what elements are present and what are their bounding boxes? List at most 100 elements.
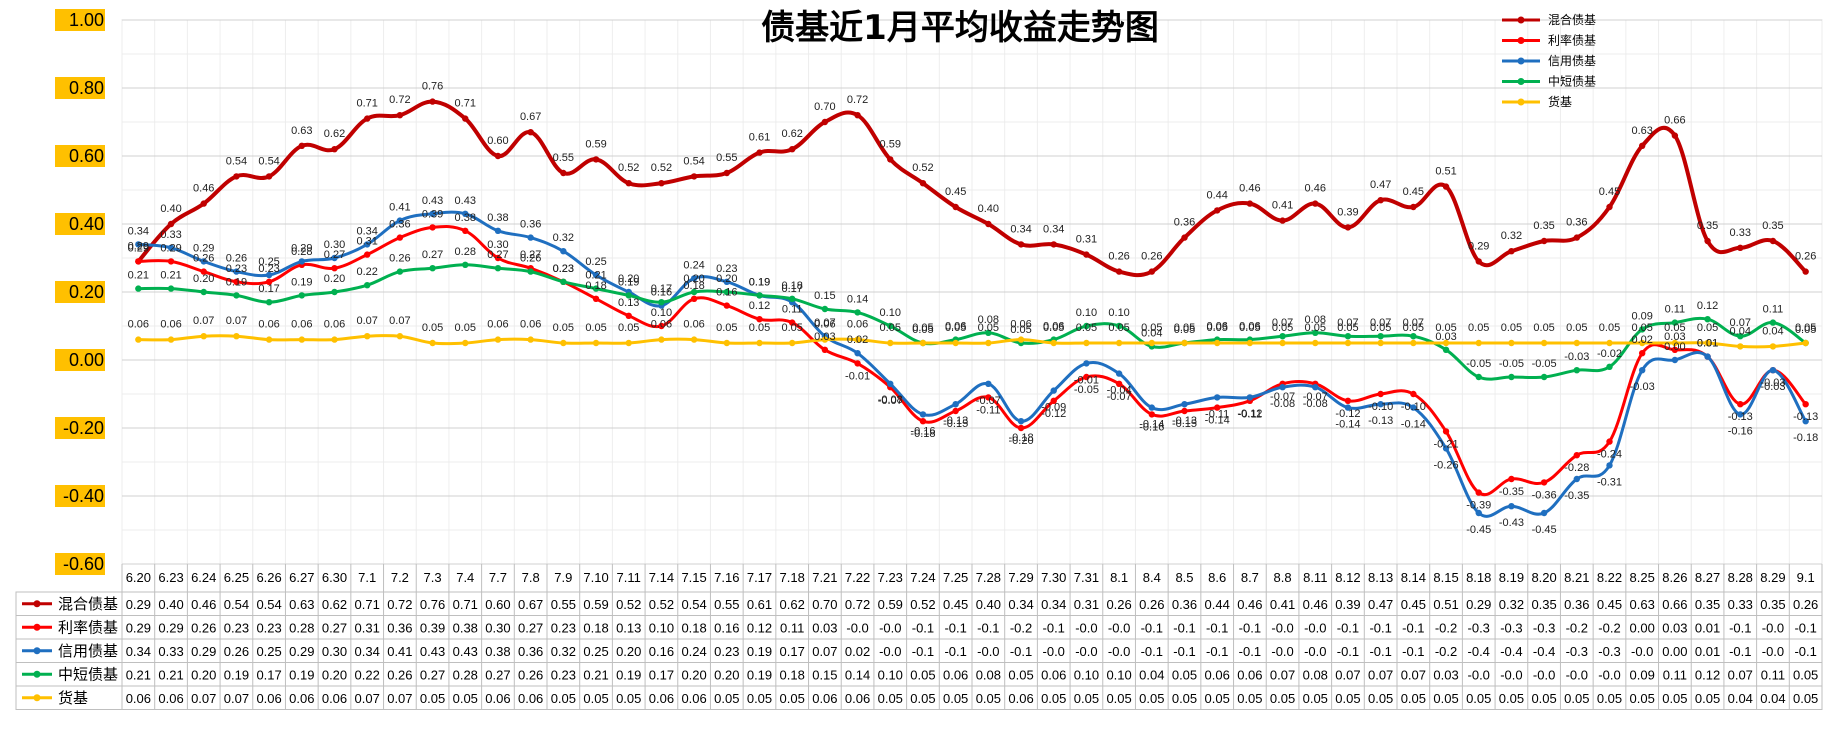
table-cell: -0.3 [1566, 644, 1588, 659]
data-label: 0.29 [128, 242, 149, 254]
table-cell: -0.0 [1271, 620, 1293, 635]
data-label: 0.06 [847, 319, 868, 331]
data-point [1115, 370, 1123, 377]
y-tick-highlight [55, 281, 105, 303]
data-label: 0.05 [880, 322, 901, 334]
data-label: 0.23 [226, 263, 247, 275]
data-point [265, 336, 273, 343]
data-point [1475, 509, 1482, 517]
data-label: 0.72 [847, 94, 868, 106]
data-point [1115, 268, 1123, 275]
data-label: 0.06 [1239, 321, 1260, 333]
table-cell: 0.52 [910, 597, 935, 612]
table-cell: 0.04 [1760, 691, 1785, 706]
table-cell: 0.03 [1662, 620, 1687, 635]
table-cell: 0.34 [1008, 597, 1033, 612]
table-cell: 0.02 [845, 644, 870, 659]
data-point [429, 210, 436, 217]
data-label: 0.07 [1370, 317, 1391, 329]
data-label: 0.52 [618, 162, 639, 174]
data-label: 0.00 [1664, 341, 1685, 353]
table-cell: 0.25 [583, 644, 608, 659]
data-point [1344, 224, 1352, 231]
table-cell: -0.0 [879, 620, 901, 635]
data-label: 0.36 [520, 219, 541, 231]
table-cell: 0.24 [681, 644, 706, 659]
data-label: 0.05 [1272, 322, 1293, 334]
data-label: 0.01 [1697, 338, 1718, 350]
table-cell: 0.07 [1728, 667, 1753, 682]
data-point [527, 268, 534, 275]
y-tick-label: -0.40 [63, 486, 104, 506]
x-tick-label: 7.24 [910, 570, 935, 585]
data-label: 0.26 [226, 253, 247, 265]
table-cell: -0.1 [912, 620, 934, 635]
table-cell: 0.05 [943, 691, 968, 706]
data-label: 0.41 [389, 202, 410, 214]
x-tick-label: 8.5 [1175, 570, 1193, 585]
data-label: 0.45 [1403, 186, 1424, 198]
table-cell: 0.55 [551, 597, 576, 612]
table-cell: 0.05 [1793, 667, 1818, 682]
data-point [265, 278, 273, 285]
table-cell: 0.47 [1368, 597, 1393, 612]
data-label: -0.01 [1074, 374, 1099, 386]
x-tick-label: 8.8 [1274, 570, 1292, 585]
legend-label: 货基 [1548, 94, 1572, 109]
table-cell: 0.21 [158, 667, 183, 682]
data-label: 0.05 [1174, 324, 1195, 336]
data-point [1704, 237, 1711, 245]
table-cell: 0.29 [1466, 597, 1491, 612]
data-point [952, 407, 959, 415]
y-tick-label: 1.00 [69, 10, 104, 30]
table-cell: 0.19 [616, 667, 641, 682]
data-point [1312, 200, 1319, 207]
data-label: -0.24 [1597, 449, 1622, 461]
data-label: 0.04 [1730, 325, 1751, 337]
table-cell: 0.03 [1433, 667, 1458, 682]
data-label: 0.27 [422, 249, 443, 261]
table-cell: -0.0 [846, 620, 868, 635]
table-cell: 0.05 [1597, 691, 1622, 706]
table-cell: 0.33 [158, 644, 183, 659]
table-cell: 0.27 [485, 667, 510, 682]
data-point [1606, 438, 1613, 445]
data-label: 0.07 [356, 315, 377, 327]
data-point [625, 312, 632, 319]
data-point [462, 115, 469, 122]
data-label: 0.05 [1435, 322, 1456, 334]
data-point [723, 278, 731, 285]
table-cell: 0.26 [1139, 597, 1164, 612]
data-point [887, 339, 894, 347]
data-label: 0.31 [1076, 234, 1097, 246]
table-cell: 0.05 [616, 691, 641, 706]
data-label: 0.05 [1468, 322, 1489, 334]
table-cell: 0.35 [1531, 597, 1556, 612]
data-label: -0.18 [1008, 432, 1033, 444]
data-label: 0.32 [1501, 230, 1522, 242]
data-label: 0.04 [1762, 325, 1783, 337]
table-cell: 0.72 [845, 597, 870, 612]
series-line-1 [136, 99, 1808, 278]
data-label: -0.16 [910, 425, 935, 437]
data-point [1410, 203, 1417, 211]
table-cell: 0.06 [322, 691, 347, 706]
table-cell: -0.0 [1598, 667, 1620, 682]
data-label: 0.06 [258, 319, 279, 331]
data-label: 0.05 [912, 322, 933, 334]
table-cell: 0.07 [1270, 667, 1295, 682]
data-point [233, 278, 240, 285]
data-point [1115, 339, 1123, 347]
table-cell: 0.09 [1630, 667, 1655, 682]
y-tick-label: 0.80 [69, 78, 104, 98]
table-cell: -0.1 [1794, 644, 1816, 659]
data-label: 0.54 [258, 155, 279, 167]
data-label: 0.06 [520, 319, 541, 331]
data-point [331, 265, 338, 272]
data-label: 0.08 [978, 314, 999, 326]
table-cell: 0.35 [1695, 597, 1720, 612]
data-label: 0.55 [553, 152, 574, 164]
data-point [756, 149, 763, 156]
table-cell: 0.05 [1172, 667, 1197, 682]
data-point [1737, 343, 1744, 350]
